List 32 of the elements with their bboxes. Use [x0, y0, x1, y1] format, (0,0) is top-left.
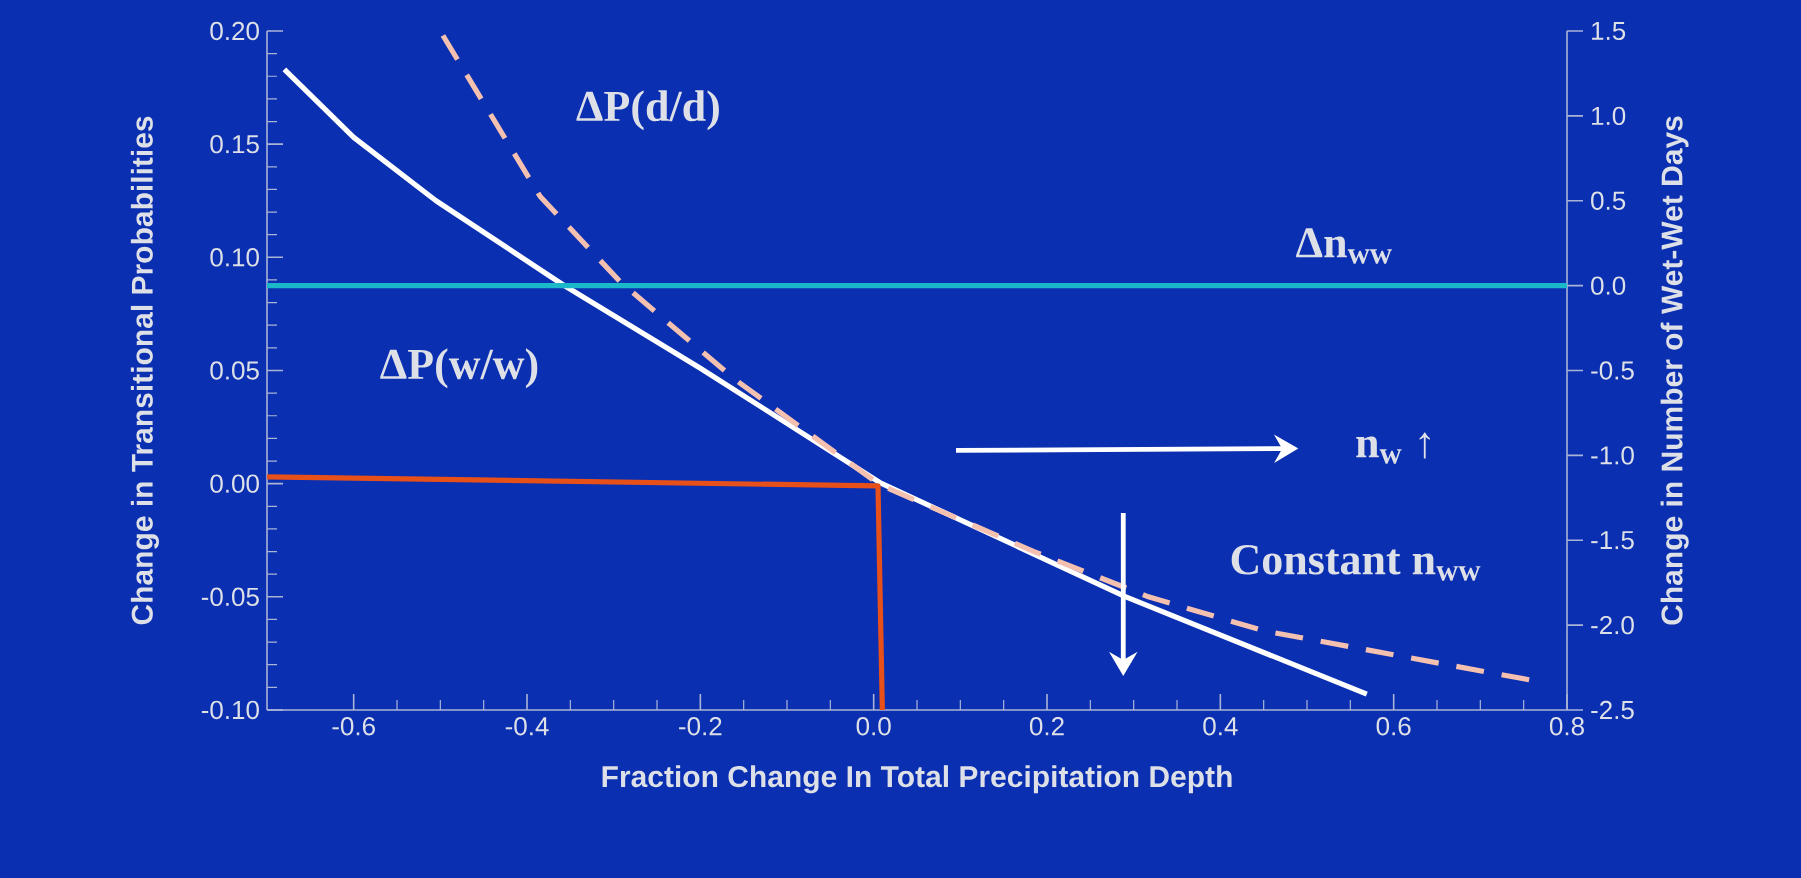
y2-tick-label: 0.0 [1591, 276, 1626, 295]
y2-tick-label: -2.0 [1591, 615, 1634, 635]
series-label: ΔP(d/d) [576, 90, 719, 131]
y2-tick-label: -1.5 [1591, 531, 1634, 550]
annotation: Constant n$_{ww}$ [1231, 545, 1481, 581]
y-tick-label: 0.20 [210, 21, 259, 41]
x-tick-label: -0.6 [332, 717, 375, 736]
y2-tick-label: 0.5 [1591, 191, 1626, 210]
x-tick-label: 0.8 [1549, 717, 1584, 736]
annotation: n$_{w}$ ↑ [1356, 432, 1430, 464]
y2-tick-label: -2.5 [1591, 700, 1634, 720]
y2-tick-label: -0.5 [1591, 361, 1634, 380]
x-tick-label: 0.6 [1376, 717, 1411, 736]
y-axis-title: Change in Transitional Probabilities [130, 116, 159, 625]
x-tick-label: -0.2 [679, 717, 722, 736]
y-tick-label: 0.00 [210, 474, 259, 493]
y-tick-label: 0.15 [210, 134, 259, 154]
y-tick-label: 0.10 [210, 248, 259, 267]
series-label: ΔP(w/w) [380, 348, 538, 389]
y-tick-label: -0.10 [201, 700, 259, 720]
x-tick-label: 0.2 [1029, 717, 1064, 736]
series-label: Δn$_{ww}$ [1296, 228, 1392, 264]
x-tick-label: -0.4 [505, 717, 549, 736]
x-axis-title: Fraction Change In Total Precipitation Depth [602, 765, 1232, 794]
y2-axis-title: Change in Number of Wet-Wet Days [1660, 116, 1689, 625]
x-tick-label: 0.0 [856, 717, 891, 736]
y2-tick-label: 1.5 [1592, 21, 1626, 41]
y-tick-label: -0.05 [201, 587, 259, 607]
y2-tick-label: -1.0 [1591, 446, 1634, 465]
x-tick-label: 0.4 [1203, 717, 1238, 736]
y2-tick-label: 1.0 [1592, 106, 1626, 126]
y-tick-label: 0.05 [210, 361, 259, 380]
